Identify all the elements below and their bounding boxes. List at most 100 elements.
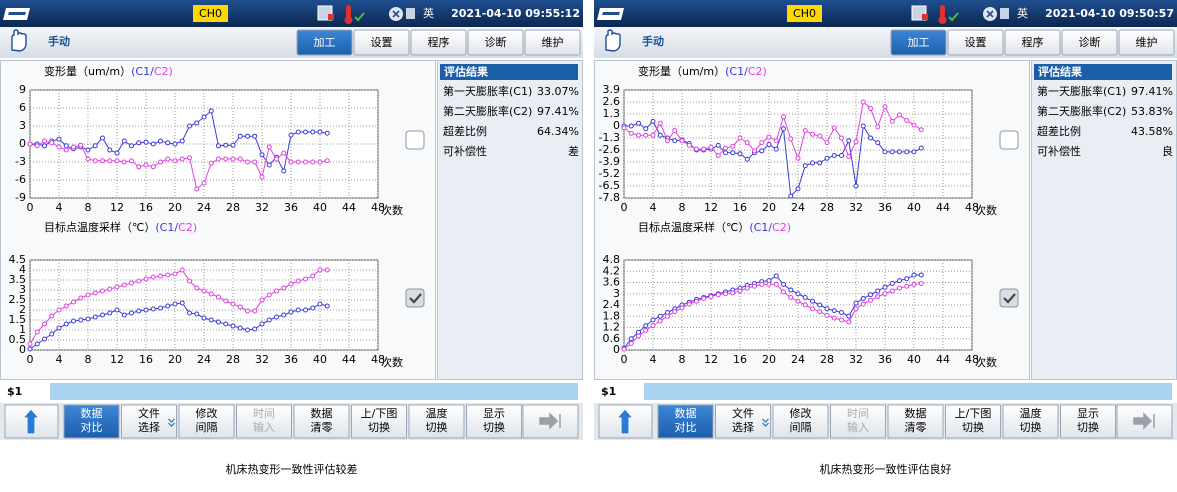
program: $1 [601,385,616,398]
point [230,301,236,307]
tab[interactable] [353,29,410,56]
x-tick-label: 16 [139,353,153,366]
x-tick-label: 44 [342,353,356,366]
tab[interactable] [890,29,947,56]
point [230,156,236,162]
thermometer [940,5,945,19]
point [650,323,656,329]
point [657,120,663,126]
point [208,160,214,166]
point [63,143,69,149]
point [34,341,40,347]
soft-key[interactable] [657,404,714,439]
result-value: 97.41% [537,105,579,118]
checkbox[interactable] [405,288,425,308]
result-label: 第一天膨胀率(C1) [1037,84,1126,98]
soft-key[interactable] [1060,404,1116,439]
point [172,158,178,164]
soft-key-label: 切换 [962,420,984,434]
x-tick-label: 8 [85,353,92,366]
soft-key[interactable] [1002,404,1059,439]
soft-key-label: 时间 [847,407,869,420]
tab[interactable] [947,29,1004,56]
checkmark [409,293,422,304]
point [730,143,736,149]
point [752,283,757,289]
point [744,140,750,146]
soft-key[interactable] [772,404,829,439]
soft-key[interactable] [715,404,771,439]
point [636,120,641,126]
point [34,143,40,149]
point [172,271,178,277]
point [42,138,47,144]
point [621,125,627,131]
x-tick-label: 12 [704,353,718,366]
checkbox[interactable] [999,130,1019,150]
point [802,295,808,300]
tab[interactable] [524,29,581,56]
point [100,158,105,164]
soft-key-label: 修改 [196,406,218,420]
point [795,186,801,192]
point [853,183,859,189]
point [56,307,62,313]
tab[interactable] [410,29,467,56]
soft-key[interactable] [236,404,292,439]
chart-title: 变形量（um/m）(C1/C2) [638,64,767,78]
tab[interactable] [467,29,524,56]
soft-key-label: 切换 [1020,420,1042,434]
point [85,292,91,298]
point [846,153,852,159]
y-tick-label: -6 [15,173,26,186]
chevron [762,418,769,427]
point [129,158,134,164]
result-value: 差 [568,144,579,158]
x-tick-label: 36 [284,201,298,214]
soft-key[interactable] [293,404,350,439]
point [781,114,786,120]
point [259,297,265,303]
point [904,283,910,289]
point [918,127,924,133]
point [730,290,736,296]
result-value: 良 [1162,144,1173,158]
point [27,346,33,352]
soft-key[interactable] [408,404,465,439]
checkmark [1003,293,1016,304]
point [34,329,40,335]
point [860,295,866,301]
point [150,306,156,312]
tab[interactable] [296,29,353,56]
point [42,143,47,149]
point [766,281,772,287]
point [143,307,149,313]
next-arrow [1133,412,1155,430]
checkbox[interactable] [999,288,1019,308]
point [71,299,76,305]
point [266,317,272,323]
soft-key[interactable] [945,404,1001,439]
point [911,122,917,128]
point [860,123,866,129]
tab[interactable] [1061,29,1118,56]
soft-key[interactable] [121,404,177,439]
checkbox[interactable] [405,130,425,150]
tab[interactable] [1004,29,1061,56]
x-tick-label: 40 [313,353,327,366]
soft-key[interactable] [178,404,235,439]
soft-key[interactable] [351,404,407,439]
soft-key-label: 数据 [675,406,697,420]
tab[interactable] [1118,29,1175,56]
point [129,143,134,149]
x-tick-label: 28 [820,353,834,366]
close-x [392,10,400,18]
soft-key-label: 温度 [426,406,448,420]
soft-key-label: 切换 [368,420,390,434]
soft-key[interactable] [63,404,120,439]
soft-key[interactable] [830,404,886,439]
x-axis-label: 次数 [975,203,997,217]
soft-key[interactable] [466,404,522,439]
soft-key[interactable] [887,404,944,439]
point [868,292,873,298]
